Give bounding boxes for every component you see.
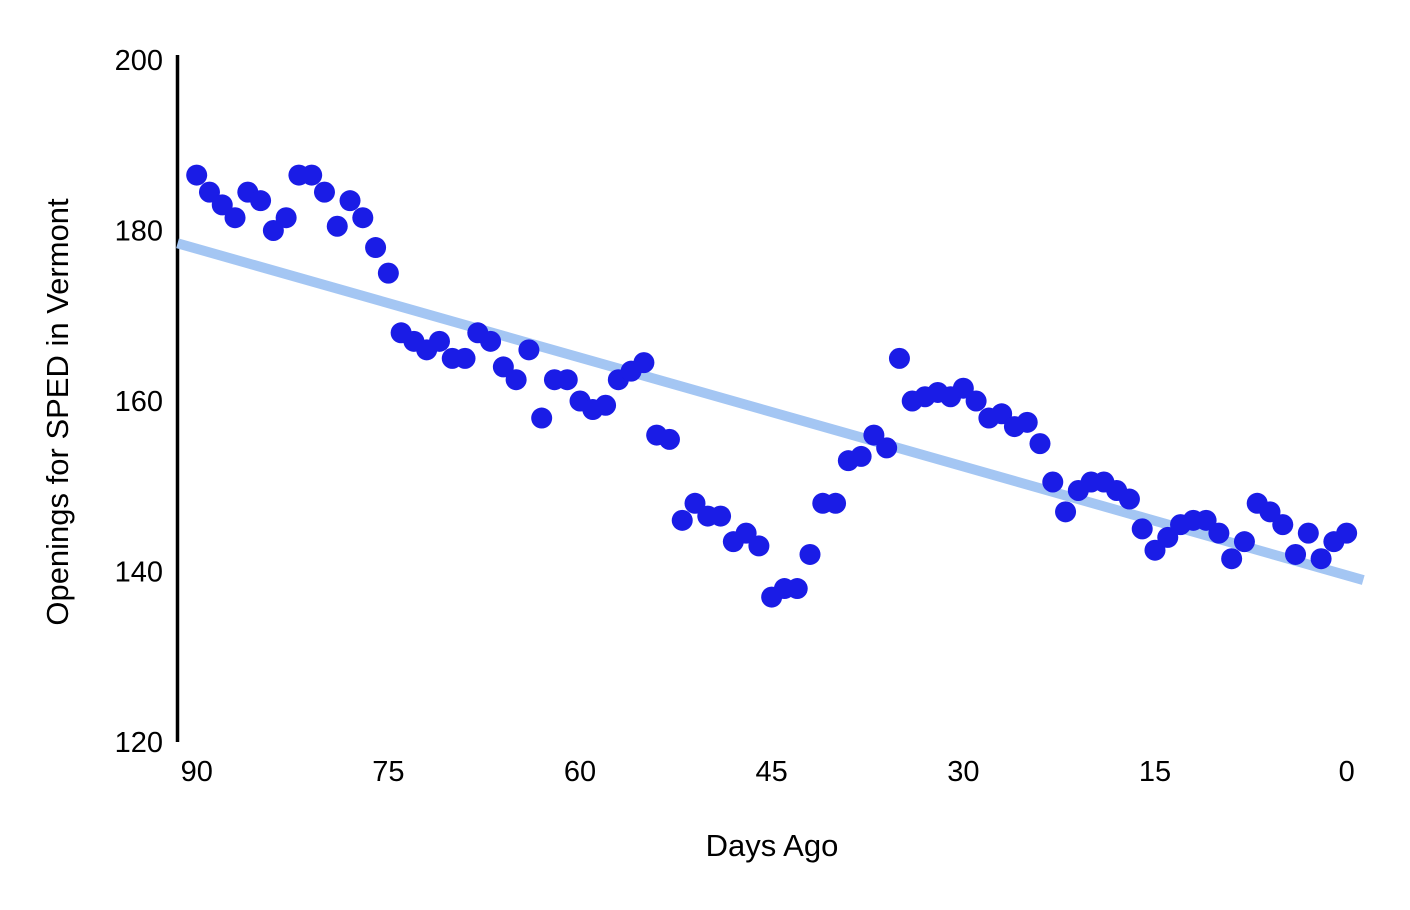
x-tick-label: 15 xyxy=(1139,756,1171,788)
scatter-point xyxy=(1016,411,1038,433)
scatter-point xyxy=(1118,488,1140,510)
scatter-point xyxy=(365,237,387,259)
scatter-point xyxy=(595,394,617,416)
scatter-point xyxy=(1042,471,1064,493)
scatter-point xyxy=(326,215,348,237)
scatter-point xyxy=(1336,522,1358,544)
x-tick-label: 90 xyxy=(181,756,213,788)
scatter-point xyxy=(633,352,655,374)
x-tick-label: 60 xyxy=(564,756,596,788)
scatter-point xyxy=(492,356,514,378)
scatter-point xyxy=(710,505,732,527)
scatter-point xyxy=(1259,501,1281,523)
scatter-point xyxy=(863,424,885,446)
y-tick-label: 160 xyxy=(115,386,163,418)
x-tick-label: 75 xyxy=(372,756,404,788)
scatter-point xyxy=(786,578,808,600)
y-tick-label: 200 xyxy=(115,45,163,77)
scatter-point xyxy=(352,207,374,229)
x-tick-label: 45 xyxy=(756,756,788,788)
scatter-point xyxy=(1221,548,1243,570)
scatter-point xyxy=(518,339,540,361)
scatter-point xyxy=(505,369,527,391)
scatter-point xyxy=(1310,548,1332,570)
scatter-point xyxy=(454,347,476,369)
scatter-point xyxy=(556,369,578,391)
scatter-point xyxy=(313,181,335,203)
scatter-point xyxy=(825,492,847,514)
y-tick-label: 120 xyxy=(115,727,163,759)
scatter-point xyxy=(262,220,284,241)
scatter-point xyxy=(799,543,821,565)
scatter-point xyxy=(748,535,770,557)
x-axis-title: Days Ago xyxy=(705,828,839,863)
scatter-point xyxy=(671,509,693,531)
scatter-point xyxy=(658,428,680,450)
scatter-point xyxy=(428,330,450,352)
scatter-point xyxy=(1208,522,1230,544)
scatter-point xyxy=(301,164,323,186)
scatter-point xyxy=(186,164,208,186)
scatter-point xyxy=(684,492,706,514)
y-tick-label: 180 xyxy=(115,216,163,248)
trend-line xyxy=(176,238,1365,585)
scatter-point xyxy=(198,181,220,203)
y-axis-title: Openings for SPED in Vermont xyxy=(40,198,75,626)
scatter-point xyxy=(480,330,502,352)
scatter-point xyxy=(1233,531,1255,553)
scatter-point xyxy=(1144,539,1166,561)
scatter-point xyxy=(735,522,757,544)
scatter-point xyxy=(250,190,272,212)
scatter-point xyxy=(1297,522,1319,544)
scatter-point xyxy=(1195,509,1217,531)
scatter-point xyxy=(876,437,898,459)
x-tick-label: 30 xyxy=(947,756,979,788)
scatter-point xyxy=(531,407,553,429)
scatter-point xyxy=(1272,514,1294,536)
scatter-point xyxy=(850,445,872,467)
scatter-point xyxy=(1131,518,1153,540)
scatter-point xyxy=(1157,526,1179,548)
scatter-point xyxy=(1285,543,1307,565)
scatter-point xyxy=(224,207,246,229)
y-tick-label: 140 xyxy=(115,557,163,589)
scatter-point xyxy=(275,207,297,229)
scatter-point xyxy=(965,390,987,412)
x-tick-label: 0 xyxy=(1339,756,1355,788)
scatter-point xyxy=(377,262,399,284)
scatter-point xyxy=(1029,433,1051,455)
scatter-point xyxy=(1055,501,1077,523)
scatter-point xyxy=(952,377,974,399)
scatter-point xyxy=(991,403,1013,425)
scatter-point xyxy=(211,194,233,216)
scatter-point xyxy=(339,190,361,212)
scatter-point xyxy=(888,347,910,369)
